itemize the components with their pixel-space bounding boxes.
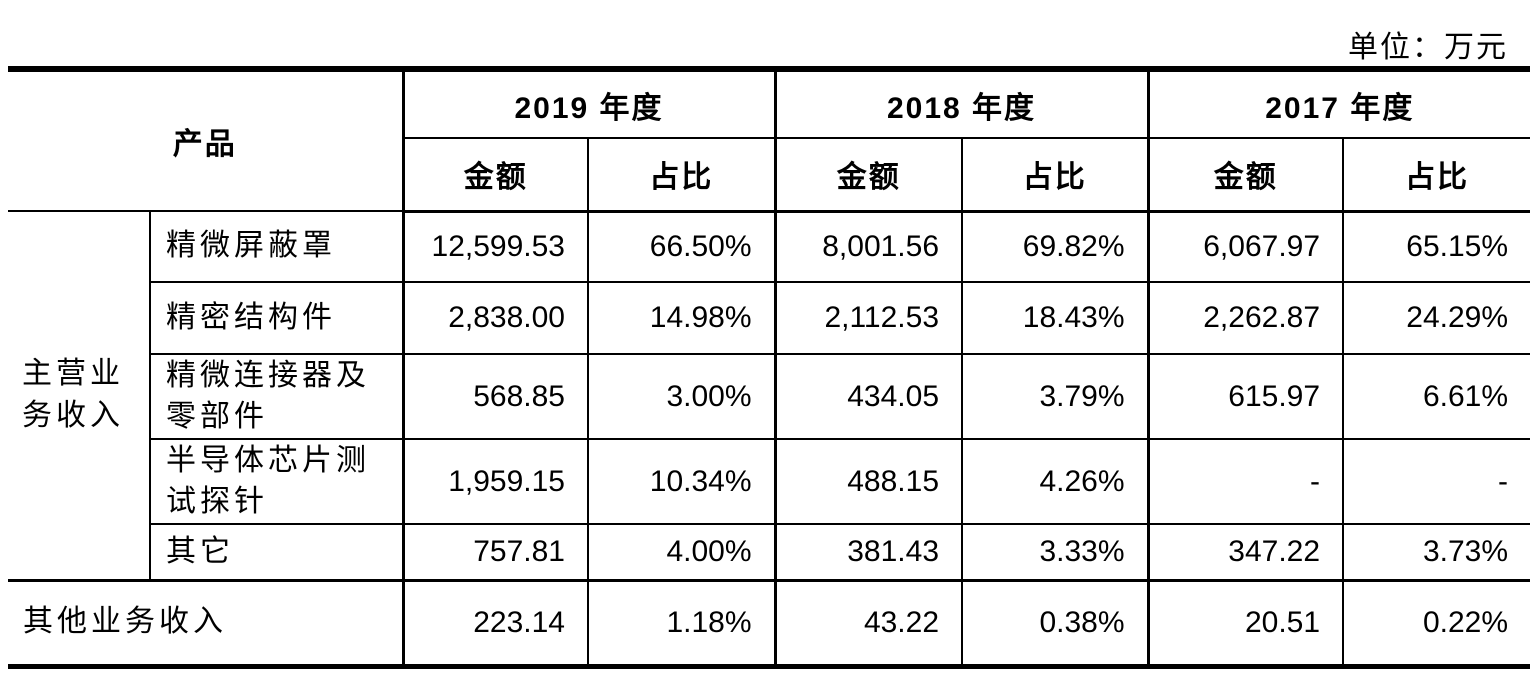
- ratio-cell: 3.73%: [1342, 523, 1531, 581]
- table-row: 半导体芯片测 试探针 1,959.15 10.34% 488.15 4.26% …: [8, 438, 1531, 525]
- unit-label: 单位：万元: [1348, 31, 1508, 64]
- ratio-cell: 0.22%: [1342, 578, 1531, 667]
- ratio-cell: 3.79%: [961, 353, 1150, 440]
- ratio-cell: 69.82%: [961, 210, 1150, 283]
- amount-header-cell: 金额: [773, 137, 964, 213]
- ratio-cell: 24.29%: [1342, 281, 1531, 355]
- product-cell: 精微连接器及 零部件: [149, 353, 404, 440]
- ratio-cell: 6.61%: [1342, 353, 1531, 440]
- ratio-cell: 18.43%: [961, 281, 1150, 355]
- ratio-cell: 14.98%: [586, 281, 777, 355]
- product-cell: 精微屏蔽罩: [149, 210, 404, 283]
- header-row-subcolumns: 金额 占比 金额 占比 金额 占比: [8, 137, 1531, 213]
- table-row: 精微连接器及 零部件 568.85 3.00% 434.05 3.79% 615…: [8, 353, 1531, 440]
- amount-cell: 2,838.00: [401, 281, 589, 355]
- ratio-header-cell: 占比: [586, 137, 777, 213]
- year-2017-header-cell: 2017 年度: [1146, 68, 1531, 139]
- amount-cell: 8,001.56: [773, 210, 964, 283]
- year-2018-header-cell: 2018 年度: [773, 68, 1150, 139]
- other-revenue-row: 其他业务收入 223.14 1.18% 43.22 0.38% 20.51 0.…: [8, 578, 1531, 667]
- ratio-cell: 4.26%: [961, 438, 1150, 525]
- main-revenue-group-cell: 主营业 务收入: [8, 210, 151, 581]
- product-cell: 精密结构件: [149, 281, 404, 355]
- other-revenue-label-cell: 其他业务收入: [8, 578, 404, 667]
- product-header-cell: 产品: [8, 68, 404, 212]
- product-cell: 半导体芯片测 试探针: [149, 438, 404, 525]
- year-2019-header-cell: 2019 年度: [401, 68, 777, 139]
- ratio-cell: 1.18%: [586, 578, 777, 667]
- amount-cell: 381.43: [773, 523, 964, 581]
- amount-cell: 488.15: [773, 438, 964, 525]
- ratio-header-cell: 占比: [961, 137, 1150, 213]
- amount-cell: 2,112.53: [773, 281, 964, 355]
- amount-cell: 223.14: [401, 578, 589, 667]
- ratio-cell: 66.50%: [586, 210, 777, 283]
- amount-cell: -: [1146, 438, 1345, 525]
- amount-header-cell: 金额: [401, 137, 589, 213]
- ratio-cell: 3.00%: [586, 353, 777, 440]
- amount-header-cell: 金额: [1146, 137, 1345, 213]
- ratio-cell: 0.38%: [961, 578, 1150, 667]
- amount-cell: 6,067.97: [1146, 210, 1345, 283]
- header-row-years: 产品 2019 年度 2018 年度 2017 年度: [8, 68, 1531, 212]
- table-row: 精密结构件 2,838.00 14.98% 2,112.53 18.43% 2,…: [8, 281, 1531, 355]
- amount-cell: 20.51: [1146, 578, 1345, 667]
- amount-cell: 568.85: [401, 353, 589, 440]
- amount-cell: 2,262.87: [1146, 281, 1345, 355]
- amount-cell: 12,599.53: [401, 210, 589, 283]
- ratio-cell: 10.34%: [586, 438, 777, 525]
- amount-cell: 434.05: [773, 353, 964, 440]
- ratio-cell: 3.33%: [961, 523, 1150, 581]
- revenue-table: 产品 2019 年度 2018 年度 2017 年度 金额 占比 金额 占比 金…: [8, 66, 1531, 669]
- ratio-cell: 4.00%: [586, 523, 777, 581]
- table-row: 其它 757.81 4.00% 381.43 3.33% 347.22 3.73…: [8, 523, 1531, 581]
- ratio-cell: -: [1342, 438, 1531, 525]
- amount-cell: 1,959.15: [401, 438, 589, 525]
- ratio-cell: 65.15%: [1342, 210, 1531, 283]
- amount-cell: 347.22: [1146, 523, 1345, 581]
- amount-cell: 757.81: [401, 523, 589, 581]
- amount-cell: 615.97: [1146, 353, 1345, 440]
- product-cell: 其它: [149, 523, 404, 581]
- table-row: 主营业 务收入 精微屏蔽罩 12,599.53 66.50% 8,001.56 …: [8, 210, 1531, 581]
- amount-cell: 43.22: [773, 578, 964, 667]
- ratio-header-cell: 占比: [1342, 137, 1531, 213]
